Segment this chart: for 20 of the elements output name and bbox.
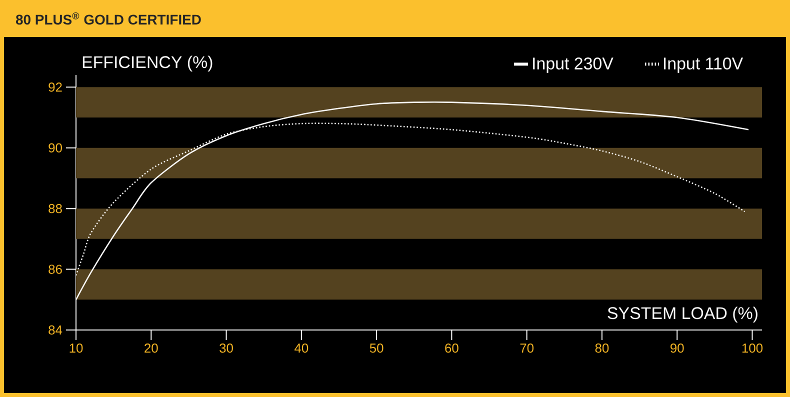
- legend-label: Input 230V: [533, 57, 614, 73]
- x-tick-label: 50: [370, 344, 384, 353]
- x-tick-label: 60: [445, 344, 458, 353]
- y-tick-label: 90: [48, 143, 62, 152]
- x-tick-label: 90: [670, 344, 684, 353]
- x-tick-label: 40: [294, 344, 308, 353]
- y-tick-label: 86: [48, 264, 62, 274]
- y-axis-title: EFFICIENCY (%): [82, 56, 212, 72]
- y-tick-label: 92: [48, 82, 62, 92]
- x-tick-label: 100: [742, 344, 763, 353]
- x-tick-label: 20: [144, 344, 158, 353]
- chart-title: 80 PLUS$^{®}$ GOLD CERTIFIED: [16, 12, 201, 25]
- legend-label: Input 110V: [664, 57, 744, 73]
- x-tick-label: 30: [220, 344, 233, 353]
- x-tick-label: 80: [595, 344, 609, 353]
- x-tick-label: 10: [70, 344, 83, 353]
- x-tick-label: 70: [520, 344, 534, 353]
- y-tick-label: 88: [48, 204, 62, 214]
- y-tick-label: 84: [48, 325, 62, 335]
- x-axis-title: SYSTEM LOAD (%): [608, 306, 758, 322]
